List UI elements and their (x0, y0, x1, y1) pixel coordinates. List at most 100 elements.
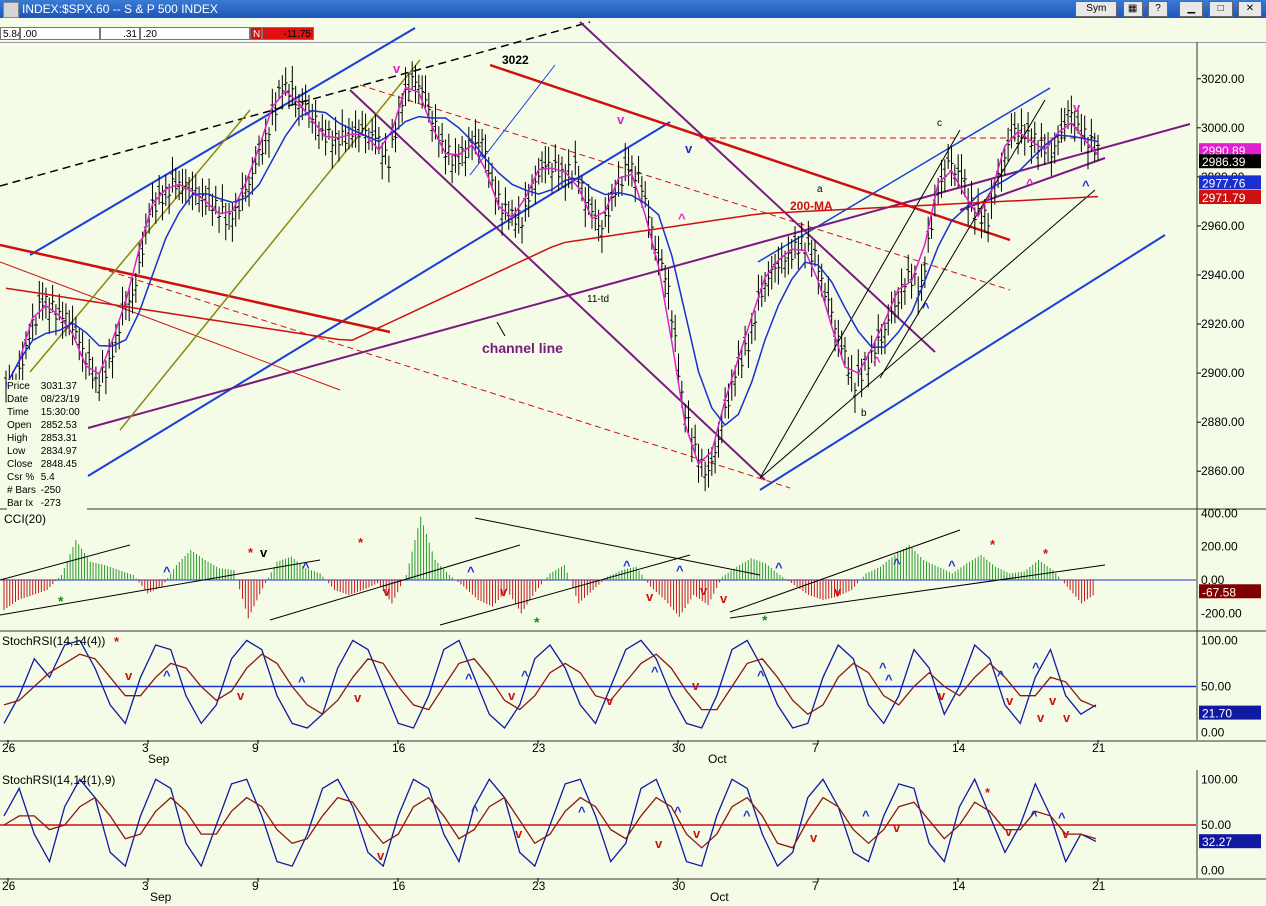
price-bar (1006, 127, 1011, 162)
cci-annotation: v (500, 584, 508, 599)
price-bar (902, 278, 907, 305)
price-bar (17, 350, 22, 380)
annotation-v: v (393, 61, 401, 76)
price-bar (659, 249, 664, 272)
price-bar (939, 159, 944, 198)
window-title: INDEX:$SPX.60 -- S & P 500 INDEX (22, 2, 218, 16)
price-bar (177, 170, 182, 201)
field-change[interactable]: .00 (20, 27, 100, 40)
maximize-icon[interactable]: □ (1208, 1, 1233, 17)
price-bar (153, 192, 158, 224)
price-bar (290, 65, 295, 106)
price-bar (386, 155, 391, 183)
cci-trendline (729, 529, 961, 613)
price-bar (303, 84, 308, 116)
price-bar (233, 192, 238, 227)
field-last[interactable]: 5.84 (0, 27, 20, 40)
stoch-annotation: v (606, 693, 614, 708)
trendline-red-dashed (359, 84, 1011, 291)
minimize-icon[interactable]: ▁ (1179, 1, 1204, 17)
y-tick-label: 2880.00 (1201, 415, 1245, 429)
price-bar (949, 146, 954, 187)
price-bar (986, 213, 991, 243)
price-bar (503, 187, 508, 221)
field-b[interactable]: .20 (140, 27, 250, 40)
close-icon[interactable]: ✕ (1238, 1, 1262, 17)
annotation-a: a (817, 184, 823, 195)
info-row: High 2853.31 (7, 433, 77, 444)
price-bar (50, 284, 55, 313)
stoch-annotation: v (508, 688, 516, 703)
field-a[interactable]: .31 (100, 27, 140, 40)
info-row: Price 3031.37 (7, 381, 77, 392)
price-bar (813, 240, 818, 267)
price-bar (423, 75, 428, 112)
price-bar (793, 226, 798, 259)
stoch-annotation: v (1006, 693, 1014, 708)
panel-title: StochRSI(14,14(1),9) (2, 773, 115, 787)
cci-trendline (439, 554, 691, 626)
cci-value-box (1199, 584, 1261, 599)
price-bar (906, 254, 911, 283)
cci-trendline (729, 564, 1106, 619)
price-bar (160, 185, 165, 221)
price-bar (626, 148, 631, 186)
price-bar (666, 269, 671, 310)
annotation-caret: ^ (478, 150, 486, 165)
price-bar (453, 138, 458, 173)
price-bar (343, 124, 348, 153)
cci-annotation-green-star: * (58, 593, 64, 609)
y-tick-label: -200.00 (1201, 606, 1242, 620)
annotation-v: v (685, 141, 693, 156)
price-label: 2986.39 (1202, 155, 1246, 169)
price-bar (1002, 146, 1007, 176)
fan-line (759, 129, 961, 479)
symbol-button[interactable]: Sym (1075, 1, 1118, 17)
price-bar (323, 119, 328, 156)
y-tick-label: 100.00 (1201, 633, 1238, 647)
y-tick-label: 2920.00 (1201, 317, 1245, 331)
price-bar (899, 268, 904, 310)
stoch-annotation: ^ (862, 808, 870, 823)
price-bar (157, 174, 162, 205)
price-bar (273, 92, 278, 132)
price-bar (693, 424, 698, 454)
trendline-olive (29, 109, 251, 373)
price-bar (1009, 113, 1014, 149)
info-row: Close 2848.45 (7, 459, 77, 470)
cci-annotation: v (834, 584, 842, 599)
price-bar (776, 246, 781, 285)
price-bar (200, 178, 205, 217)
stoch-slow-line (3, 653, 1097, 716)
price-bar (962, 169, 967, 197)
y-tick-label: 0.00 (1201, 573, 1225, 587)
price-bar (1059, 107, 1064, 144)
x-tick-label: 16 (392, 741, 406, 755)
help-icon[interactable]: ? (1147, 1, 1168, 17)
cci-annotation: ^ (676, 563, 684, 578)
cci-annotation: * (248, 545, 254, 560)
y-tick-label: 2900.00 (1201, 366, 1245, 380)
x-tick-label: 14 (952, 879, 966, 893)
date-axis-strip (0, 742, 1266, 770)
price-bar (786, 236, 791, 275)
field-net-change: -11.75 (262, 27, 314, 40)
price-bar (53, 304, 58, 336)
trendline-blue (759, 234, 1166, 491)
price-bar (167, 183, 172, 215)
price-label: 2971.79 (1202, 191, 1246, 205)
chart-grid-icon[interactable]: ▦ (1122, 1, 1143, 17)
price-bar (746, 333, 751, 368)
price-bar (320, 113, 325, 141)
x-tick-label: 23 (532, 741, 546, 755)
price-bar (1026, 111, 1031, 143)
price-bar (30, 303, 35, 340)
price-bar (440, 122, 445, 154)
price-bar (866, 352, 871, 388)
price-label-box (1199, 175, 1261, 190)
annotation-v: v (617, 112, 625, 127)
trendlines-layer (0, 21, 1191, 491)
annotation-11-td: 11-td (587, 294, 609, 305)
price-bar (420, 75, 425, 109)
price-bar (223, 202, 228, 241)
